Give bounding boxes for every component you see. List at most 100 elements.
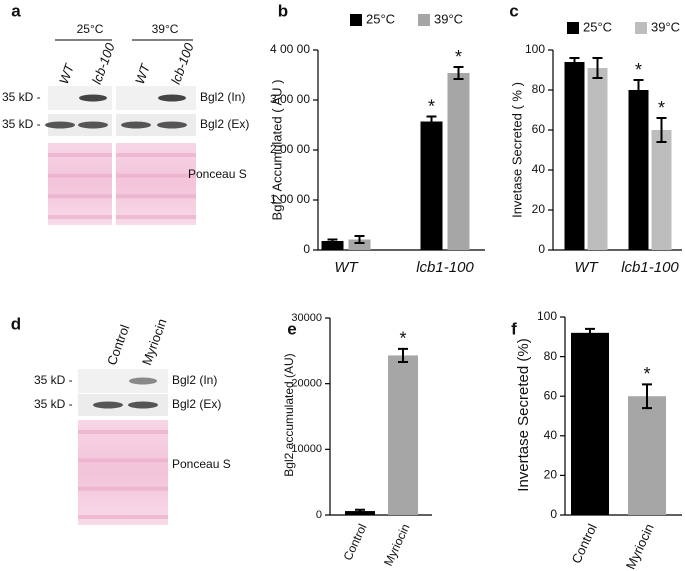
ponceau-band [78,515,168,519]
y-tick-label: 80 [532,82,546,96]
bar [447,73,470,250]
significance-mark: * [455,47,462,67]
bar [420,121,443,250]
y-tick-label: 30000 [291,312,322,324]
stain-label: Ponceau S [188,167,247,181]
error-bar [327,238,338,244]
condition-label: 25°C [77,22,104,36]
error-bar [633,79,644,101]
blot-ex [116,114,196,136]
band-ex [128,401,158,409]
ponceau-band [78,486,168,491]
panel-label: b [278,1,288,20]
y-tick-label: 40 [532,162,546,176]
legend-swatch [418,14,430,26]
y-tick-label: 100 [525,42,545,56]
band-label: Bgl2 (Ex) [172,397,221,411]
y-tick-label: 0 [303,242,310,256]
legend-swatch [567,22,579,34]
y-axis-title: Invertase Secreted (%) [515,338,532,491]
x-tick-label: lcb1-100 [621,259,679,276]
y-axis-title: Bgl2 Accumulated ( AU ) [269,80,284,221]
error-bar [592,57,603,79]
ponceau-band [116,153,196,157]
y-tick-label: 1 00 00 [270,192,310,206]
lane-label: Myriocin [139,317,170,368]
panel-label: e [287,319,296,338]
band-ex [157,121,187,129]
legend-label: 39°C [434,11,463,26]
y-axis-title: Invetase Secreted ( % ) [509,82,524,218]
lane-label: lcb-100 [168,40,197,86]
legend-label: 39°C [651,19,680,34]
bar [388,355,418,515]
significance-mark: * [399,329,406,349]
y-tick-label: 2 00 00 [270,142,310,156]
panel-label: c [509,1,518,20]
y-tick-label: 40 [544,428,558,442]
panel-label: f [511,319,517,338]
x-tick-label: Control [341,522,370,563]
y-tick-label: 60 [544,388,558,402]
panel-label: d [11,314,21,333]
error-bar [585,327,595,338]
band-in [158,94,186,102]
size-marker: 35 kD - [34,397,73,411]
error-bar [656,117,667,143]
bar [564,62,585,250]
bar [321,241,344,250]
size-marker: 35 kD - [2,117,41,131]
ponceau-band [116,173,196,178]
y-tick-label: 10000 [291,443,322,455]
legend-swatch [635,22,647,34]
band-label: Bgl2 (Ex) [200,117,249,131]
y-tick-label: 20 [544,468,558,482]
bar [587,68,608,250]
bar [628,396,666,515]
lane-label: WT [56,61,77,86]
x-tick-label: WT [574,259,599,276]
band-ex [78,121,108,129]
band-label: Bgl2 (In) [172,373,217,387]
y-tick-label: 80 [544,349,558,363]
y-tick-label: 60 [532,122,546,136]
ponceau-stain [78,420,168,525]
error-bar [453,66,464,80]
lane-label: Control [104,323,132,368]
ponceau-band [48,215,112,219]
y-tick-label: 4 00 00 [270,42,310,56]
ponceau-band [78,458,168,463]
band-in [129,377,157,385]
x-tick-label: Myriocin [623,521,657,571]
significance-mark: * [635,60,642,80]
y-tick-label: 20 [532,202,546,216]
band-in [79,94,107,102]
x-tick-label: Control [569,521,600,565]
band-ex [121,121,151,129]
x-tick-label: Myriocin [381,522,413,568]
ponceau-band [116,215,196,219]
lane-label: lcb-100 [89,40,118,86]
ponceau-band [48,194,112,199]
band-ex [45,121,75,129]
stain-label: Ponceau S [172,457,231,471]
size-marker: 35 kD - [34,373,73,387]
legend-label: 25°C [583,19,612,34]
size-marker: 35 kD - [2,90,41,104]
y-tick-label: 0 [316,509,322,521]
legend-swatch [350,14,362,26]
significance-mark: * [643,364,650,384]
error-bar [355,508,365,514]
x-tick-label: WT [334,259,359,276]
y-tick-label: 100 [537,309,557,323]
y-tick-label: 3 00 00 [270,92,310,106]
x-tick-label: lcb1-100 [416,259,474,276]
error-bar [354,235,365,244]
y-tick-label: 0 [538,242,545,256]
y-tick-label: 20000 [291,378,322,390]
bar [628,90,649,250]
ponceau-band [48,173,112,178]
error-bar [569,57,580,67]
y-axis-title: Bgl2 accumulated (AU) [282,353,296,476]
